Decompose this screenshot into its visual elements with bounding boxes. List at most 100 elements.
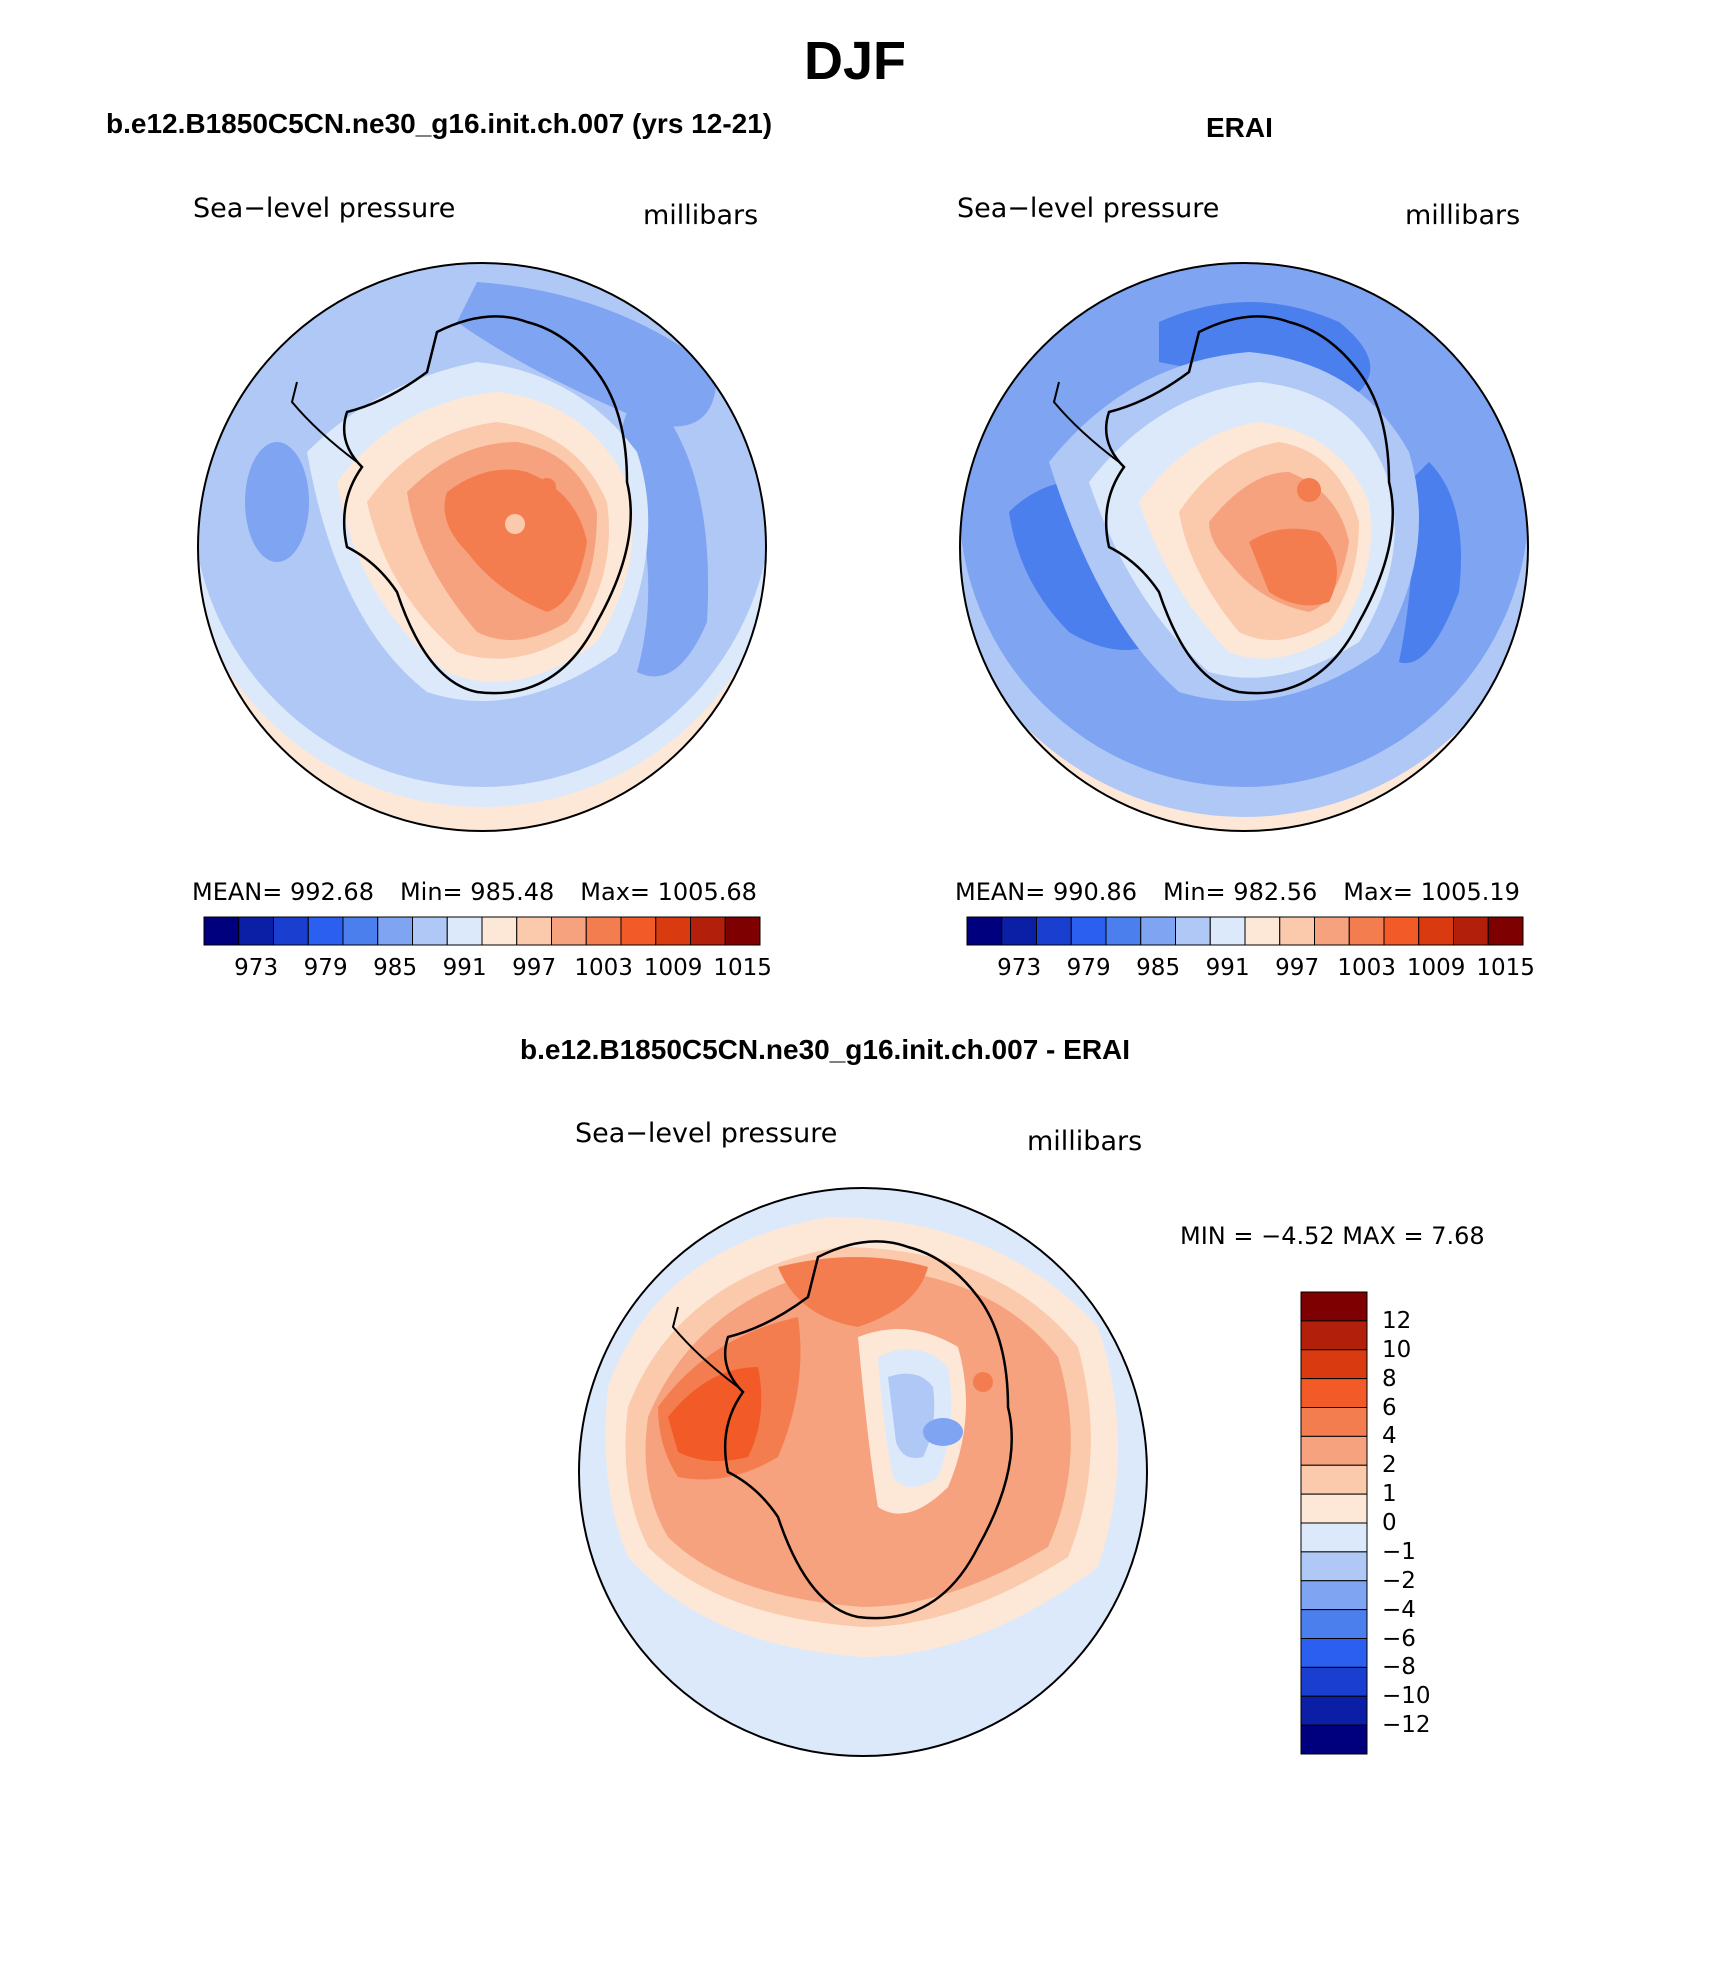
panel-3-header: b.e12.B1850C5CN.ne30_g16.init.ch.007 - E…	[520, 1034, 1131, 1065]
panel-1-mean: MEAN= 992.68	[192, 878, 374, 906]
colorbar-tick-label: −6	[1382, 1625, 1416, 1652]
colorbar-swatch	[1300, 1724, 1368, 1755]
panel-2-colorbar	[966, 916, 1524, 946]
panel-3-units-label: millibars	[1027, 1126, 1143, 1157]
colorbar-tick-label: −1	[1382, 1538, 1416, 1565]
colorbar-swatch	[203, 916, 240, 946]
colorbar-swatch	[1300, 1580, 1368, 1611]
panel-2-mean: MEAN= 990.86	[955, 878, 1137, 906]
panel-1-units-label: millibars	[643, 200, 759, 231]
panel-1-polar-map	[197, 262, 767, 832]
colorbar-swatch	[1175, 916, 1211, 946]
colorbar-tick-label: −4	[1382, 1596, 1416, 1623]
colorbar-tick-label: 1003	[1337, 955, 1396, 981]
colorbar-tick-label: 1015	[713, 955, 772, 981]
colorbar-swatch	[1300, 1407, 1368, 1437]
colorbar-swatch	[1300, 1378, 1368, 1408]
colorbar-swatch	[551, 916, 587, 946]
colorbar-tick-label: 1003	[574, 955, 633, 981]
colorbar-swatch	[690, 916, 726, 946]
colorbar-swatch	[1279, 916, 1315, 946]
colorbar-swatch	[1348, 916, 1385, 946]
colorbar-swatch	[273, 916, 309, 946]
colorbar-swatch	[655, 916, 691, 946]
panel-1-stats: MEAN= 992.68 Min= 985.48 Max= 1005.68	[192, 878, 757, 906]
colorbar-tick-label: 973	[234, 955, 279, 981]
colorbar-swatch	[1300, 1349, 1368, 1380]
colorbar-swatch	[1300, 1320, 1368, 1351]
colorbar-swatch	[412, 916, 448, 946]
colorbar-tick-label: 979	[303, 955, 348, 981]
colorbar-swatch	[1300, 1291, 1368, 1322]
colorbar-tick-label: −8	[1382, 1654, 1416, 1681]
panel-3-minmax: MIN = −4.52 MAX = 7.68	[1180, 1222, 1485, 1250]
colorbar-tick-label: 8	[1382, 1365, 1397, 1392]
colorbar-swatch	[1300, 1493, 1368, 1524]
panel-3-polar-map	[578, 1187, 1148, 1757]
colorbar-swatch	[307, 916, 344, 946]
colorbar-swatch	[1105, 916, 1142, 946]
colorbar-tick-label: 0	[1382, 1510, 1397, 1536]
panel-2-units-label: millibars	[1405, 200, 1521, 231]
panel-1-max: Max= 1005.68	[580, 878, 757, 906]
colorbar-tick-label: −2	[1382, 1567, 1416, 1594]
colorbar-swatch	[1383, 916, 1420, 946]
colorbar-swatch	[342, 916, 379, 946]
colorbar-swatch	[446, 916, 483, 946]
colorbar-swatch	[238, 916, 274, 946]
colorbar-swatch	[516, 916, 552, 946]
colorbar-tick-label: 997	[1275, 955, 1320, 981]
colorbar-tick-label: −10	[1382, 1683, 1431, 1710]
colorbar-tick-label: 991	[1205, 955, 1250, 981]
colorbar-swatch	[1418, 916, 1454, 946]
colorbar-swatch	[1300, 1522, 1368, 1553]
colorbar-tick-label: 1	[1382, 1481, 1397, 1508]
colorbar-swatch	[966, 916, 1003, 946]
colorbar-swatch	[1300, 1609, 1368, 1639]
panel-2-variable-label: Sea−level pressure	[957, 193, 1220, 224]
panel-2-stats: MEAN= 990.86 Min= 982.56 Max= 1005.19	[955, 878, 1520, 906]
panel-1-variable-label: Sea−level pressure	[193, 193, 456, 224]
colorbar-tick-label: 991	[442, 955, 487, 981]
panel-2-max: Max= 1005.19	[1343, 878, 1520, 906]
panel-3-variable-label: Sea−level pressure	[575, 1118, 838, 1149]
page-title: DJF	[803, 31, 906, 91]
colorbar-swatch	[1300, 1666, 1368, 1697]
colorbar-swatch	[1244, 916, 1281, 946]
colorbar-tick-label: 985	[1136, 955, 1181, 981]
colorbar-tick-label: 985	[373, 955, 418, 981]
colorbar-swatch	[1314, 916, 1350, 946]
colorbar-swatch	[1300, 1551, 1368, 1582]
panel-1-colorbar	[203, 916, 761, 946]
colorbar-swatch	[724, 916, 761, 946]
colorbar-tick-label: 12	[1382, 1307, 1412, 1334]
colorbar-swatch	[1070, 916, 1107, 946]
colorbar-swatch	[1300, 1638, 1368, 1668]
colorbar-swatch	[1300, 1695, 1368, 1726]
colorbar-tick-label: −12	[1382, 1712, 1431, 1739]
colorbar-swatch	[1487, 916, 1524, 946]
colorbar-tick-label: 6	[1382, 1394, 1397, 1421]
colorbar-tick-label: 2	[1382, 1452, 1397, 1479]
panel-1-min: Min= 985.48	[399, 878, 555, 906]
panel-3-colorbar	[1300, 1291, 1368, 1755]
colorbar-tick-label: 979	[1066, 955, 1111, 981]
colorbar-swatch	[620, 916, 657, 946]
colorbar-swatch	[1036, 916, 1072, 946]
colorbar-swatch	[1001, 916, 1037, 946]
colorbar-swatch	[1300, 1464, 1368, 1495]
panel-3-colorbar-ticks: 12 10 8 6 4 2 1 0 −1 −2 −4 −6 −8 −10 −12	[1382, 1292, 1462, 1754]
colorbar-tick-label: 1009	[1406, 955, 1466, 981]
colorbar-tick-label: 4	[1382, 1423, 1397, 1450]
panel-2-header: ERAI	[1206, 112, 1273, 143]
colorbar-tick-label: 1009	[643, 955, 703, 981]
colorbar-tick-label: 997	[512, 955, 557, 981]
colorbar-tick-label: 1015	[1476, 955, 1535, 981]
colorbar-swatch	[1300, 1435, 1368, 1466]
panel-2-polar-map	[959, 262, 1529, 832]
colorbar-swatch	[585, 916, 622, 946]
colorbar-swatch	[1140, 916, 1176, 946]
colorbar-swatch	[1209, 916, 1246, 946]
colorbar-swatch	[377, 916, 413, 946]
colorbar-swatch	[481, 916, 518, 946]
